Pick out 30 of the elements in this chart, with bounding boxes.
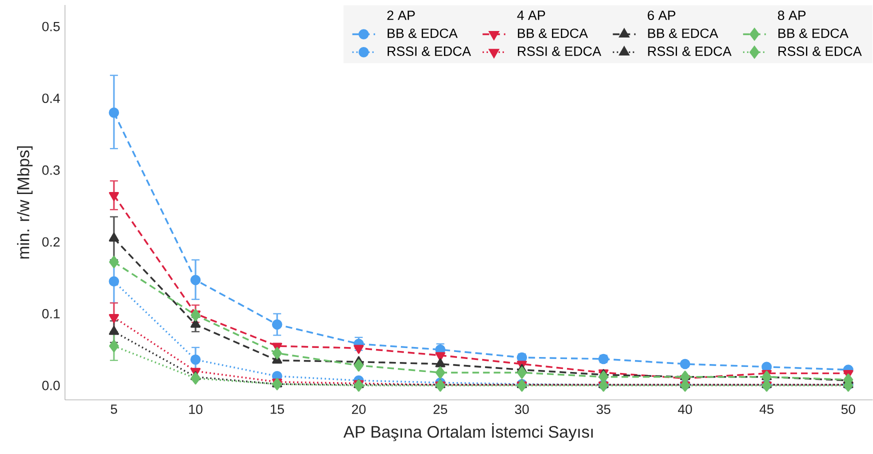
legend-label: RSSI & EDCA bbox=[388, 46, 472, 56]
y-tick-label: 0.5 bbox=[42, 22, 60, 32]
annotation: 6 AP bbox=[648, 10, 676, 20]
y-tick-label: 0.3 bbox=[42, 165, 60, 175]
y-tick-label: 0.0 bbox=[42, 380, 60, 390]
x-tick-label: 30 bbox=[514, 404, 529, 414]
legend-label: BB & EDCA bbox=[518, 28, 588, 38]
legend-label: RSSI & EDCA bbox=[518, 46, 602, 56]
x-tick-label: 10 bbox=[189, 404, 202, 414]
x-tick-label: 40 bbox=[678, 404, 692, 414]
x-tick-label: 20 bbox=[352, 404, 366, 414]
y-axis-title: min. r/w [Mbps] bbox=[17, 146, 33, 259]
y-tick-label: 0.2 bbox=[42, 237, 60, 247]
x-tick-label: 50 bbox=[841, 404, 856, 414]
annotation: 8 AP bbox=[778, 10, 806, 20]
y-tick-label: 0.4 bbox=[42, 94, 60, 104]
x-axis-title: AP Başına Ortalam İstemci Sayısı bbox=[343, 423, 593, 442]
legend-label: BB & EDCA bbox=[388, 28, 458, 38]
legend-label: RSSI & EDCA bbox=[778, 46, 862, 56]
x-tick-label: 45 bbox=[760, 404, 774, 414]
x-tick-label: 15 bbox=[270, 404, 284, 414]
legend-label: RSSI & EDCA bbox=[648, 46, 732, 56]
x-tick-label: 25 bbox=[434, 404, 448, 414]
annotation: 2 AP bbox=[387, 10, 415, 20]
x-tick-label: 5 bbox=[110, 404, 118, 414]
legend-label: BB & EDCA bbox=[648, 28, 718, 38]
x-tick-label: 35 bbox=[596, 404, 610, 414]
legend-label: BB & EDCA bbox=[778, 28, 848, 38]
annotation: 4 AP bbox=[517, 10, 546, 20]
y-tick-label: 0.1 bbox=[42, 309, 60, 318]
